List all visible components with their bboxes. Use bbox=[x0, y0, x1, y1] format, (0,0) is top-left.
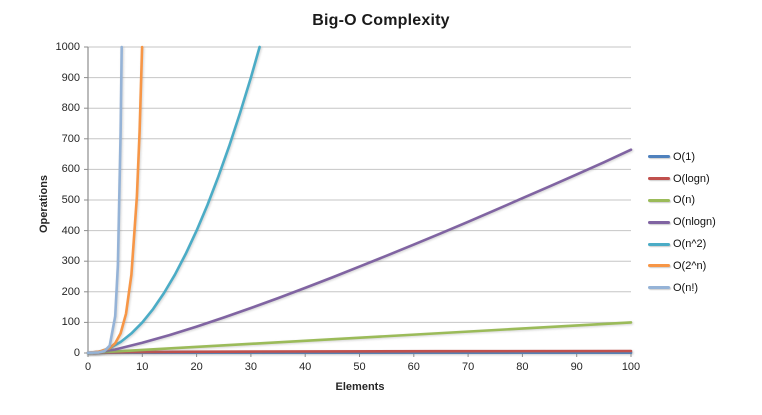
legend-label: O(n^2) bbox=[673, 238, 707, 251]
x-tick-label-40: 40 bbox=[299, 361, 312, 373]
legend-swatch-icon bbox=[648, 198, 670, 202]
legend-label: O(nlogn) bbox=[673, 216, 716, 229]
legend-label: O(n) bbox=[673, 194, 695, 207]
x-tick-label-30: 30 bbox=[244, 361, 258, 373]
x-tick-label-0: 0 bbox=[84, 361, 92, 373]
x-tick-label-80: 80 bbox=[516, 361, 529, 373]
series-line-O(n) bbox=[86, 321, 633, 355]
legend-item-O(1): O(1) bbox=[648, 146, 716, 168]
y-tick-label-300: 300 bbox=[61, 255, 80, 268]
x-tick-label-20: 20 bbox=[190, 361, 203, 373]
legend-item-O(n): O(n) bbox=[648, 190, 716, 212]
y-tick-label-800: 800 bbox=[61, 102, 80, 115]
series-line-O(nlogn) bbox=[86, 148, 633, 355]
y-tick-label-600: 600 bbox=[61, 163, 80, 176]
x-axis-title: Elements bbox=[335, 381, 385, 393]
y-tick-label-0: 0 bbox=[73, 347, 80, 359]
legend-item-O(logn): O(logn) bbox=[648, 168, 716, 190]
y-tick-label-500: 500 bbox=[61, 194, 80, 206]
legend-label: O(2^n) bbox=[673, 259, 707, 272]
chart-title: Big-O Complexity bbox=[312, 12, 450, 29]
legend-swatch-icon bbox=[648, 177, 670, 181]
legend-swatch-icon bbox=[648, 155, 670, 159]
legend-label: O(n!) bbox=[673, 281, 699, 294]
x-tick-label-90: 90 bbox=[570, 361, 583, 373]
y-tick-label-400: 400 bbox=[61, 224, 80, 237]
legend-swatch-icon bbox=[648, 286, 670, 290]
x-tick-label-70: 70 bbox=[461, 361, 475, 373]
legend-swatch-icon bbox=[648, 220, 670, 224]
legend: O(1) O(logn) O(n) O(nlogn) O(n^2) O(2^n) O(n!) bbox=[648, 146, 716, 299]
series-line-O(n^2) bbox=[86, 45, 261, 355]
y-tick-label-100: 100 bbox=[61, 316, 80, 329]
legend-swatch-icon bbox=[648, 242, 670, 246]
series-line-O(n!) bbox=[86, 45, 123, 355]
legend-item-O(nlogn): O(nlogn) bbox=[648, 211, 716, 233]
x-tick-label-100: 100 bbox=[621, 361, 641, 373]
x-tick-label-10: 10 bbox=[136, 361, 149, 373]
x-tick-label-50: 50 bbox=[353, 361, 366, 373]
y-tick-label-200: 200 bbox=[61, 285, 80, 298]
x-tick-label-60: 60 bbox=[407, 361, 420, 373]
legend-item-O(n^2): O(n^2) bbox=[648, 233, 716, 255]
y-tick-label-1000: 1000 bbox=[55, 41, 80, 53]
legend-swatch-icon bbox=[648, 264, 670, 268]
legend-item-O(2^n): O(2^n) bbox=[648, 255, 716, 277]
legend-label: O(1) bbox=[673, 150, 695, 163]
y-tick-label-700: 700 bbox=[61, 132, 80, 145]
y-tick-label-900: 900 bbox=[61, 71, 80, 84]
legend-label: O(logn) bbox=[673, 172, 710, 185]
legend-item-O(n!): O(n!) bbox=[648, 277, 716, 299]
